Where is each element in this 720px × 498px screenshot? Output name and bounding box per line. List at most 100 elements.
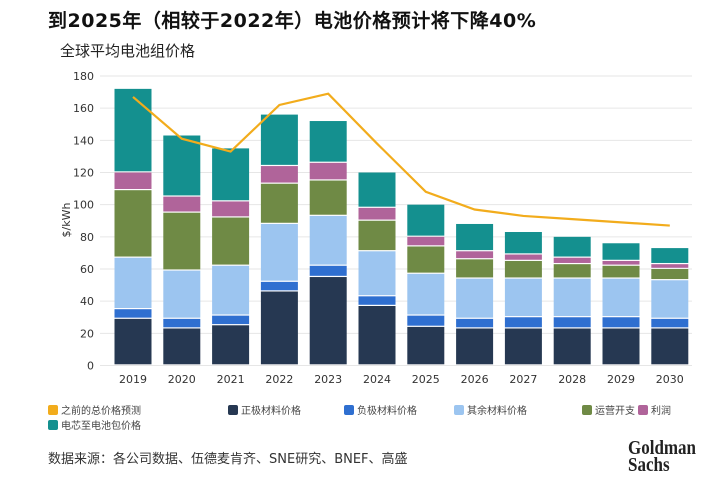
bar-segment — [260, 166, 298, 183]
bar-segment — [212, 265, 250, 315]
bar-segment — [651, 318, 689, 328]
x-tick-label: 2029 — [607, 373, 635, 386]
x-tick-label: 2021 — [217, 373, 245, 386]
y-axis-label: $/kWh — [60, 203, 73, 238]
legend-label: 利润 — [651, 406, 671, 417]
legend-item-opex: 运营开支 — [582, 402, 635, 417]
bar-segment — [504, 260, 542, 278]
bar-segment — [114, 309, 152, 318]
bar-segment — [358, 296, 396, 305]
bar-segment — [260, 183, 298, 223]
legend-label: 其余材料价格 — [467, 406, 527, 417]
bar-segment — [553, 328, 591, 365]
bar-segment — [212, 148, 250, 201]
bar-segment — [309, 121, 347, 162]
bar-segment — [163, 270, 201, 318]
bar-segment — [456, 223, 494, 251]
legend-swatch — [582, 404, 592, 415]
x-tick-label: 2019 — [119, 373, 147, 386]
legend-swatch — [638, 404, 648, 415]
bar-segment — [651, 248, 689, 263]
bar-segment — [309, 180, 347, 215]
y-tick-label: 140 — [73, 134, 94, 147]
legend-swatch — [344, 404, 354, 415]
bar-segment — [163, 328, 201, 365]
bar-segment — [456, 278, 494, 318]
bar-segment — [114, 318, 152, 365]
bar-segment — [163, 212, 201, 270]
bar-segment — [358, 207, 396, 220]
y-tick-label: 0 — [87, 360, 94, 373]
legend-swatch — [228, 404, 238, 415]
legend-swatch — [48, 404, 58, 415]
bar-segment — [358, 305, 396, 365]
bar-segment — [260, 291, 298, 365]
bar-segment — [114, 257, 152, 309]
bar-segment — [260, 281, 298, 291]
bar-segment — [163, 196, 201, 212]
bar-segment — [114, 190, 152, 257]
x-tick-label: 2027 — [509, 373, 537, 386]
legend-item-other: 其余材料价格 — [454, 402, 527, 417]
bar-segment — [553, 264, 591, 278]
legend-label: 运营开支 — [595, 406, 635, 417]
bar-segment — [358, 172, 396, 207]
y-tick-label: 120 — [73, 167, 94, 180]
bar-segment — [651, 264, 689, 268]
bar-segment — [309, 277, 347, 365]
bar-segment — [651, 280, 689, 318]
chart-subtitle: 全球平均电池组价格 — [60, 42, 196, 60]
bar-segment — [504, 317, 542, 328]
bar-segment — [407, 236, 445, 246]
bar-segment — [651, 269, 689, 280]
bar-segment — [407, 246, 445, 273]
x-tick-label: 2020 — [168, 373, 196, 386]
previous-forecast-line — [132, 92, 670, 227]
bar-segment — [212, 315, 250, 325]
legend-label: 正极材料价格 — [241, 406, 301, 417]
legend-label: 之前的总价格预测 — [61, 406, 141, 417]
bar-segment — [309, 162, 347, 180]
legend-swatch — [454, 404, 464, 415]
x-tick-label: 2026 — [461, 373, 489, 386]
stacked-bar-chart: 0 20 40 60 80 100 120 140 160 180 $/kWh 2019 2020 202… — [60, 70, 692, 386]
bar-segment — [602, 260, 640, 265]
bar-segment — [407, 315, 445, 326]
bar-segment — [504, 232, 542, 254]
y-tick-label: 60 — [80, 263, 94, 276]
y-tick-label: 40 — [80, 295, 94, 308]
bar-segment — [602, 278, 640, 317]
bar-segment — [456, 251, 494, 259]
x-tick-label: 2022 — [265, 373, 293, 386]
bar-segment — [504, 278, 542, 317]
bar-segment — [212, 201, 250, 217]
data-source: 数据来源：各公司数据、伍德麦肯齐、SNE研究、BNEF、高盛 — [48, 452, 408, 467]
bar-segment — [114, 172, 152, 189]
bar-segment — [456, 318, 494, 328]
bar-segment — [163, 135, 201, 196]
bar-segment — [553, 278, 591, 317]
legend-item-cathode: 正极材料价格 — [228, 402, 301, 417]
bar-segment — [602, 265, 640, 278]
bar-segment — [163, 318, 201, 328]
legend-item-anode: 负极材料价格 — [344, 402, 417, 417]
goldman-sachs-logo: Goldman Sachs — [628, 437, 697, 476]
x-tick-label: 2028 — [558, 373, 586, 386]
legend-label: 电芯至电池包价格 — [61, 421, 141, 432]
bar-segment — [504, 254, 542, 260]
bar-segment — [212, 325, 250, 365]
bar-segment — [309, 265, 347, 276]
bar-segment — [651, 328, 689, 365]
legend-item-previous-forecast: 之前的总价格预测 — [48, 402, 141, 417]
legend-swatch — [48, 419, 58, 430]
bar-segment — [212, 217, 250, 265]
bar-segment — [456, 259, 494, 278]
bar-segment — [602, 243, 640, 260]
bar-segment — [114, 88, 152, 172]
chart-title: 到2025年（相较于2022年）电池价格预计将下降40% — [48, 10, 537, 32]
x-tick-label: 2025 — [412, 373, 440, 386]
legend-label: 负极材料价格 — [357, 406, 417, 417]
bar-segment — [504, 328, 542, 365]
bar-segment — [407, 204, 445, 236]
x-tick-label: 2030 — [656, 373, 684, 386]
